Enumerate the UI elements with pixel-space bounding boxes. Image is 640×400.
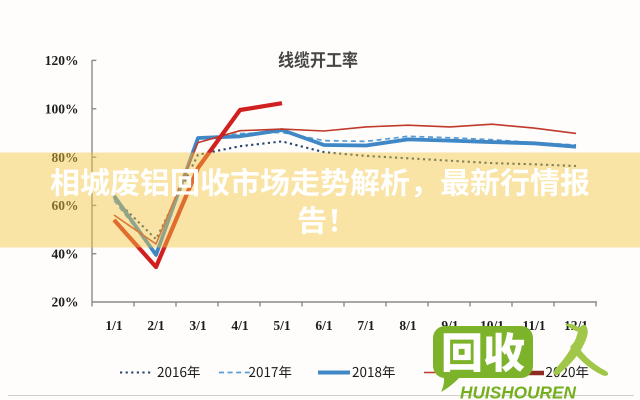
svg-text:6/1: 6/1 [315, 318, 333, 333]
svg-text:20%: 20% [52, 295, 79, 310]
svg-text:3/1: 3/1 [189, 318, 207, 333]
svg-text:7/1: 7/1 [357, 318, 375, 333]
svg-text:2/1: 2/1 [147, 318, 165, 333]
svg-text:8/1: 8/1 [399, 318, 417, 333]
svg-text:4/1: 4/1 [231, 318, 249, 333]
svg-text:100%: 100% [45, 102, 79, 117]
svg-text:5/1: 5/1 [273, 318, 291, 333]
svg-text:HUISHOUREN: HUISHOUREN [460, 383, 576, 400]
svg-text:60%: 60% [52, 198, 79, 213]
svg-text:1/1: 1/1 [105, 318, 123, 333]
svg-text:80%: 80% [52, 150, 79, 165]
svg-text:120%: 120% [45, 53, 79, 68]
svg-text:40%: 40% [52, 246, 79, 261]
